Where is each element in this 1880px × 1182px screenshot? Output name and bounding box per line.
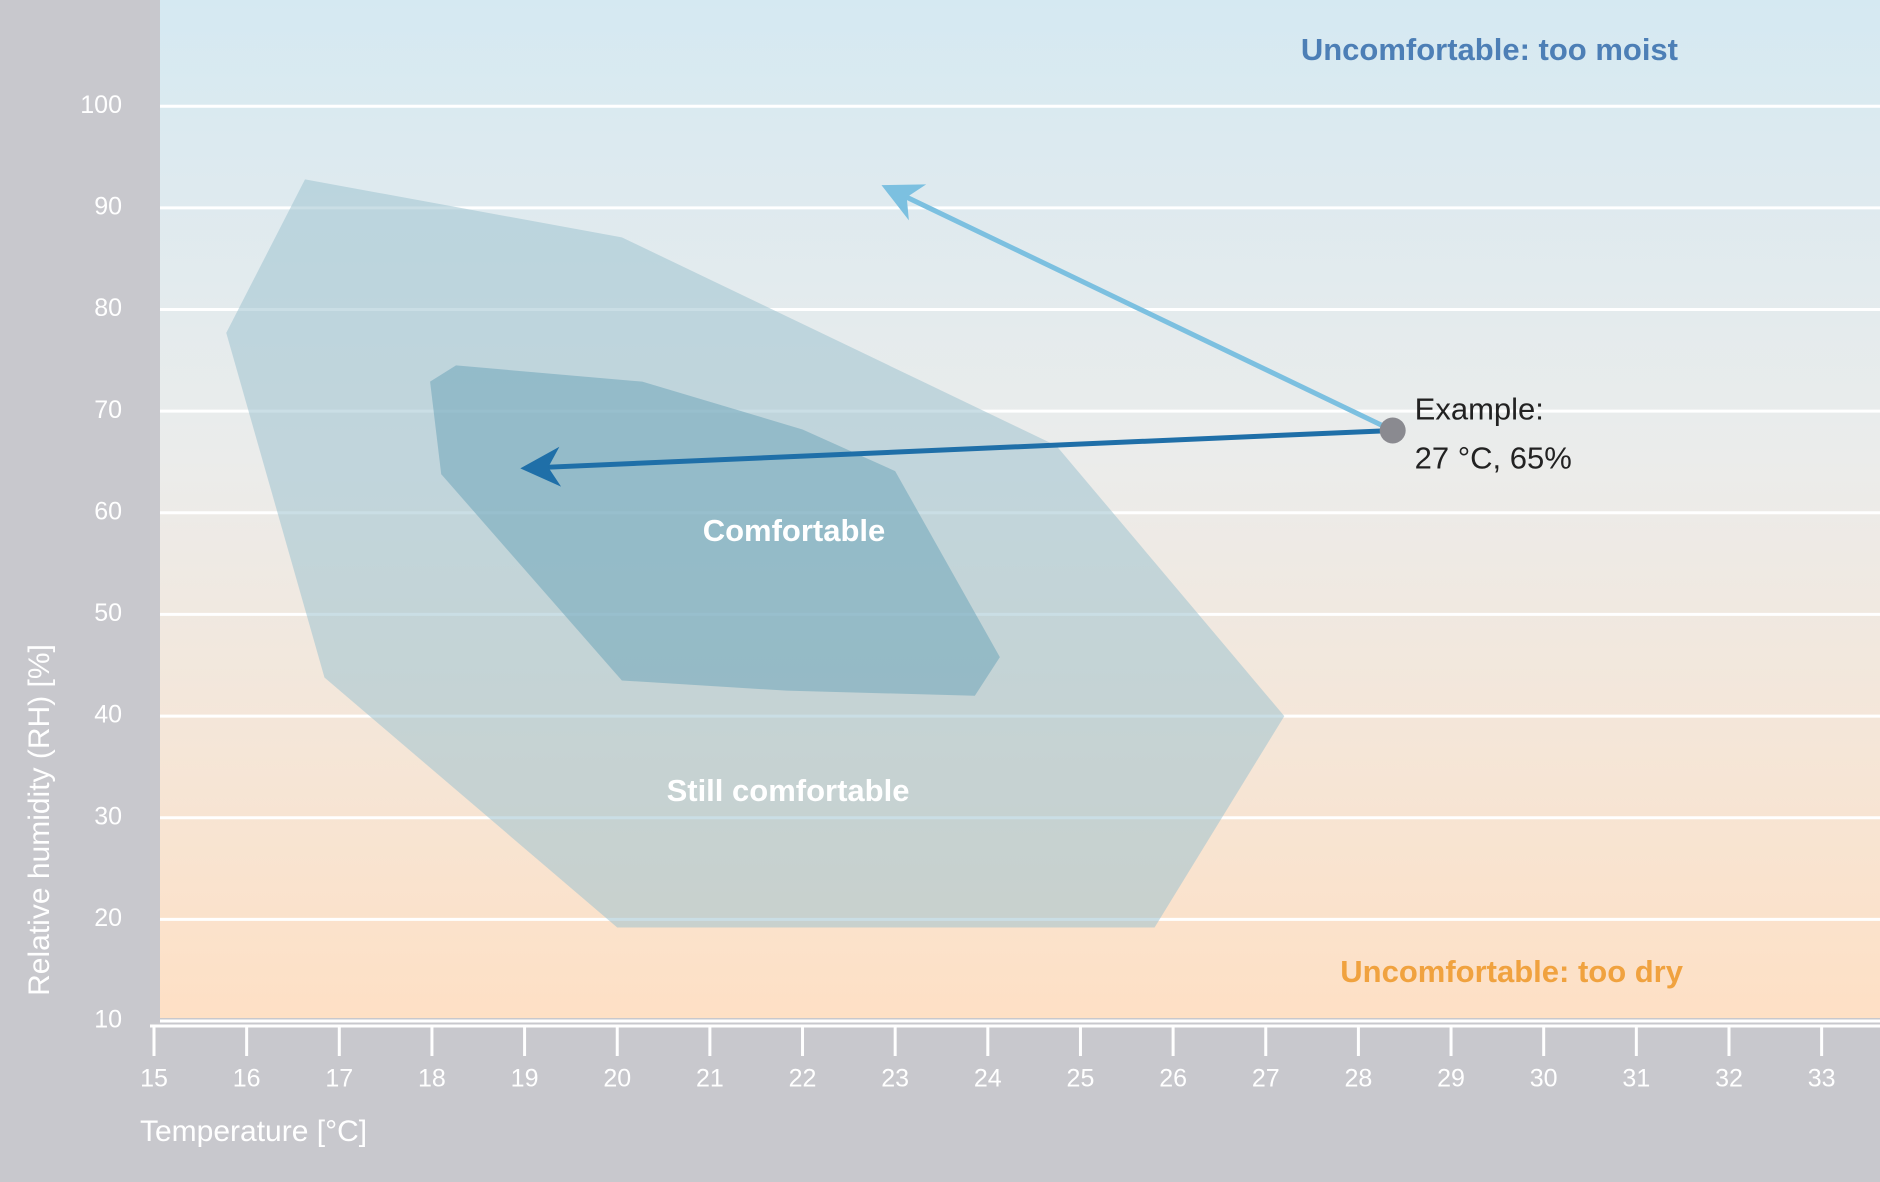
y-tick-label: 30 bbox=[94, 802, 122, 830]
example-label: Example: bbox=[1415, 392, 1544, 427]
x-tick-label: 25 bbox=[1067, 1065, 1095, 1093]
y-tick-label: 10 bbox=[94, 1006, 122, 1034]
x-axis-title: Temperature [°C] bbox=[140, 1115, 367, 1148]
arrow bbox=[881, 184, 1394, 433]
y-tick-label: 40 bbox=[94, 701, 122, 729]
layer: 10 20 30 40 50 60 70 80 90 100 15 16 17 18 19 20 21 22 23 2… bbox=[23, 32, 1880, 1148]
x-tick-label: 22 bbox=[789, 1065, 817, 1093]
y-axis-title: Relative humidity (RH) [%] bbox=[23, 644, 56, 996]
x-tick-label: 33 bbox=[1808, 1065, 1836, 1093]
x-tick-label: 24 bbox=[974, 1065, 1002, 1093]
x-tick-label: 32 bbox=[1715, 1065, 1743, 1093]
x-tick-label: 15 bbox=[140, 1065, 168, 1093]
annotation: Uncomfortable: too dry bbox=[1340, 954, 1683, 989]
x-tick-label: 30 bbox=[1530, 1065, 1558, 1093]
zone-label: Still comfortable bbox=[667, 773, 910, 808]
x-tick-label: 31 bbox=[1622, 1065, 1650, 1093]
x-tick-label: 28 bbox=[1344, 1065, 1372, 1093]
x-tick-label: 26 bbox=[1159, 1065, 1187, 1093]
annotation: Uncomfortable: too moist bbox=[1301, 32, 1678, 67]
x-tick-label: 18 bbox=[418, 1065, 446, 1093]
example-point bbox=[1379, 417, 1406, 444]
x-tick-label: 17 bbox=[325, 1065, 353, 1093]
y-tick-label: 90 bbox=[94, 192, 122, 220]
example-label: 27 °C, 65% bbox=[1415, 441, 1572, 476]
y-tick-label: 60 bbox=[94, 497, 122, 525]
x-tick-label: 27 bbox=[1252, 1065, 1280, 1093]
y-tick-label: 80 bbox=[94, 294, 122, 322]
y-tick-label: 50 bbox=[94, 599, 122, 627]
y-tick-label: 70 bbox=[94, 396, 122, 424]
x-tick-label: 16 bbox=[233, 1065, 261, 1093]
zone bbox=[430, 365, 1000, 696]
x-tick-label: 21 bbox=[696, 1065, 724, 1093]
zone-label: Comfortable bbox=[703, 513, 886, 548]
x-tick-label: 19 bbox=[511, 1065, 539, 1093]
y-tick-label: 100 bbox=[80, 91, 122, 119]
x-tick-label: 20 bbox=[603, 1065, 631, 1093]
x-tick-label: 29 bbox=[1437, 1065, 1465, 1093]
y-tick-label: 20 bbox=[94, 904, 122, 932]
x-tick-label: 23 bbox=[881, 1065, 909, 1093]
arrow bbox=[520, 427, 1393, 487]
